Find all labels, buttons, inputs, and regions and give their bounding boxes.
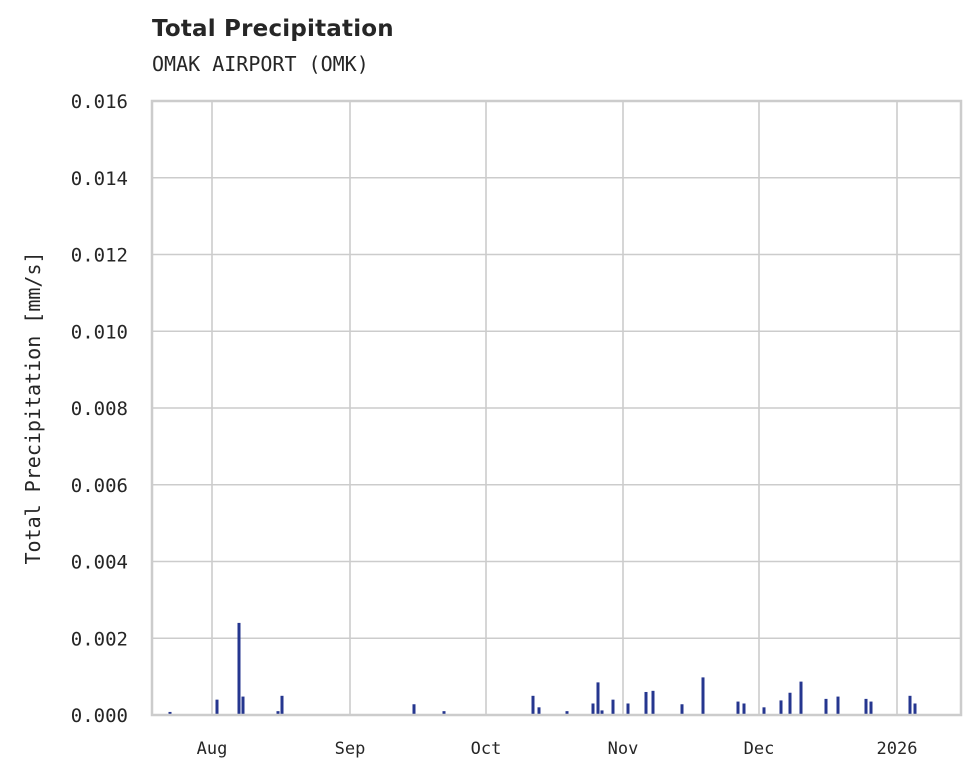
precipitation-bar <box>241 696 245 715</box>
bar-series <box>168 622 917 715</box>
x-tick-label: Sep <box>335 739 366 759</box>
x-tick-label: 2026 <box>877 739 918 759</box>
precipitation-bar <box>864 698 868 715</box>
precipitation-bar <box>168 711 172 715</box>
grid-lines <box>152 100 961 716</box>
y-tick-label: 0.006 <box>71 475 128 497</box>
precipitation-bar <box>799 681 803 715</box>
x-axis-ticks: Aug Sep Oct Nov Dec 2026 <box>197 739 918 759</box>
x-tick-label: Nov <box>608 739 639 759</box>
precipitation-bar <box>600 710 604 715</box>
chart-subtitle: OMAK AIRPORT (OMK) <box>152 52 369 76</box>
precipitation-bar <box>762 707 766 715</box>
precipitation-bar <box>779 700 783 715</box>
precipitation-bar <box>565 711 569 715</box>
precipitation-bar <box>736 701 740 715</box>
plot-frame <box>150 99 963 717</box>
y-tick-label: 0.014 <box>71 168 128 190</box>
precipitation-bar <box>869 701 873 715</box>
y-tick-label: 0.010 <box>71 321 128 343</box>
precipitation-bar <box>824 698 828 715</box>
y-tick-label: 0.004 <box>71 552 128 574</box>
precipitation-bar <box>280 695 284 715</box>
precipitation-bar <box>412 704 416 715</box>
y-tick-label: 0.000 <box>71 705 128 727</box>
precipitation-bar <box>788 692 792 715</box>
precipitation-bar <box>531 695 535 715</box>
chart-title: Total Precipitation <box>152 16 394 42</box>
precipitation-bar <box>442 711 446 715</box>
precipitation-bar <box>591 703 595 715</box>
y-tick-label: 0.008 <box>71 398 128 420</box>
precipitation-bar <box>680 704 684 715</box>
precipitation-bar <box>836 696 840 715</box>
precipitation-bar <box>237 622 241 715</box>
y-tick-label: 0.012 <box>71 245 128 267</box>
y-axis-ticks: 0.000 0.002 0.004 0.006 0.008 0.010 0.012 0.014… <box>71 91 128 727</box>
y-tick-label: 0.002 <box>71 628 128 650</box>
precipitation-bar <box>215 699 219 715</box>
precipitation-bar <box>537 707 541 715</box>
precipitation-bar <box>908 695 912 715</box>
precipitation-bar <box>913 703 917 715</box>
precipitation-bar <box>626 703 630 715</box>
precipitation-bar <box>651 690 655 715</box>
precipitation-bar <box>644 691 648 715</box>
precipitation-bar <box>596 682 600 715</box>
x-tick-label: Oct <box>471 739 502 759</box>
precipitation-bar <box>742 703 746 715</box>
precipitation-bar <box>276 711 280 715</box>
precipitation-bar <box>611 699 615 715</box>
y-tick-label: 0.016 <box>71 91 128 113</box>
x-tick-label: Aug <box>197 739 228 759</box>
precipitation-bar <box>701 677 705 715</box>
x-tick-label: Dec <box>744 739 775 759</box>
